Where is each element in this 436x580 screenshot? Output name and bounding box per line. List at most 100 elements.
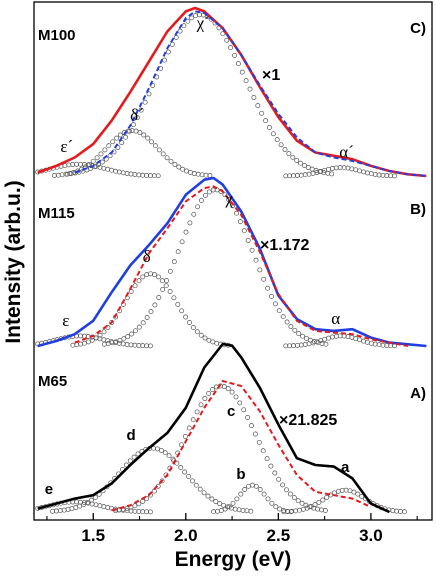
m115-component-point: [144, 272, 150, 278]
m115-component-point: [323, 341, 329, 347]
m65-component-point: [194, 409, 200, 415]
m100-component-point: [181, 23, 187, 29]
y-axis-title: Intensity (arb.u.): [2, 180, 25, 343]
m65-component-point: [316, 499, 322, 505]
m115-component-point: [136, 324, 142, 330]
m100-component-point: [286, 151, 292, 157]
m115-component-point: [302, 342, 308, 347]
m115-component-point: [280, 314, 286, 320]
m65-component-point: [355, 491, 361, 497]
m65-component-point: [320, 497, 326, 503]
m100-component-point: [124, 171, 130, 176]
m65-component-point: [105, 505, 111, 510]
m65-component-point: [69, 506, 75, 512]
m100-component-point: [259, 110, 265, 116]
m100-component-point: [123, 134, 129, 140]
fit-layer: [74, 10, 427, 512]
m115-component-point: [93, 335, 99, 341]
m100-component-point: [199, 172, 205, 178]
m100-component-point: [162, 57, 167, 63]
m115-component-point: [368, 340, 374, 346]
m65-component-point: [319, 507, 324, 513]
m65-component-point: [390, 508, 396, 514]
m115-component-point: [97, 332, 103, 338]
x-axis: 1.5 2.0 2.5 3.0: [46, 513, 418, 545]
m115-component-point: [191, 211, 197, 217]
m100-component-point: [132, 172, 138, 177]
m65-component-point: [248, 508, 254, 514]
m115-component-point: [187, 320, 192, 325]
m100-component-point: [102, 147, 108, 153]
m100-component-point: [152, 143, 158, 149]
m115-component-point: [175, 249, 181, 255]
m65-component-point: [101, 504, 107, 510]
m115-component-point: [171, 259, 177, 265]
m115-component-point: [183, 314, 189, 320]
m115-component-point: [179, 308, 185, 314]
m115-component-point: [101, 337, 107, 343]
m100-component-point: [361, 169, 366, 175]
m115-component-point: [292, 327, 298, 333]
m100-component-point: [357, 168, 363, 174]
m100-component-point: [106, 143, 112, 149]
m65-component-point: [226, 504, 232, 510]
m100-component-point: [116, 169, 122, 175]
m115-component-point: [202, 335, 208, 341]
m115-component-label: χ: [224, 189, 233, 208]
m115-component-point: [124, 342, 130, 347]
m115-component-point: [276, 308, 282, 314]
m115-component-point: [144, 315, 150, 320]
m65-component-point: [140, 498, 146, 504]
m100-component-point: [224, 37, 230, 43]
m65-component-point: [269, 500, 275, 506]
m100-component-point: [105, 166, 111, 172]
m65-component-point: [335, 488, 341, 494]
m100-component-point: [298, 160, 304, 166]
m65-component-point: [93, 502, 99, 508]
m100-component-point: [164, 155, 170, 161]
m65-component-label: c: [227, 403, 235, 420]
m100-component-point: [165, 49, 171, 55]
m100-component-point: [173, 34, 179, 40]
m65-component-point: [237, 400, 243, 406]
m115-component-point: [109, 320, 115, 325]
m100-component-point: [294, 157, 300, 163]
m65-component-point: [287, 491, 293, 497]
m100-component-point: [270, 131, 276, 137]
m100-component-point: [392, 173, 398, 179]
m100-component-label: α´: [339, 143, 354, 162]
m65-component-point: [232, 506, 238, 512]
m100-component-point: [189, 15, 195, 21]
m115-component-point: [298, 342, 304, 348]
m100-component-point: [302, 163, 307, 168]
m115-component-point: [167, 289, 173, 294]
m65-component-point: [230, 500, 236, 506]
m115-component-point: [183, 229, 189, 235]
m65-component-point: [222, 506, 228, 512]
m115-panel-label: B): [410, 201, 426, 218]
m115-component-point: [214, 340, 220, 346]
m115-sample-label: M115: [38, 205, 75, 222]
m65-component-point: [217, 501, 223, 507]
m65-component-point: [57, 508, 63, 514]
m100-component-point: [110, 139, 116, 145]
x-tick-label: 2.5: [267, 526, 291, 545]
m65-component-point: [190, 478, 195, 484]
m65-component-point: [206, 390, 212, 396]
m115-component-point: [376, 342, 382, 348]
m115-component-point: [167, 268, 173, 274]
m115-component-point: [105, 341, 111, 347]
components-layer: [35, 12, 407, 515]
m100-component-point: [81, 162, 87, 167]
m100-component-point: [326, 166, 331, 172]
m65-component-label: a: [341, 459, 350, 476]
m115-component-point: [179, 239, 185, 245]
m65-component-point: [61, 507, 67, 513]
m65-component-1: [50, 445, 254, 514]
m65-component-point: [264, 456, 270, 462]
m65-component-point: [276, 476, 282, 482]
m65-component-point: [252, 431, 258, 437]
m100-component-point: [138, 107, 144, 113]
m115-component-point: [306, 341, 312, 347]
